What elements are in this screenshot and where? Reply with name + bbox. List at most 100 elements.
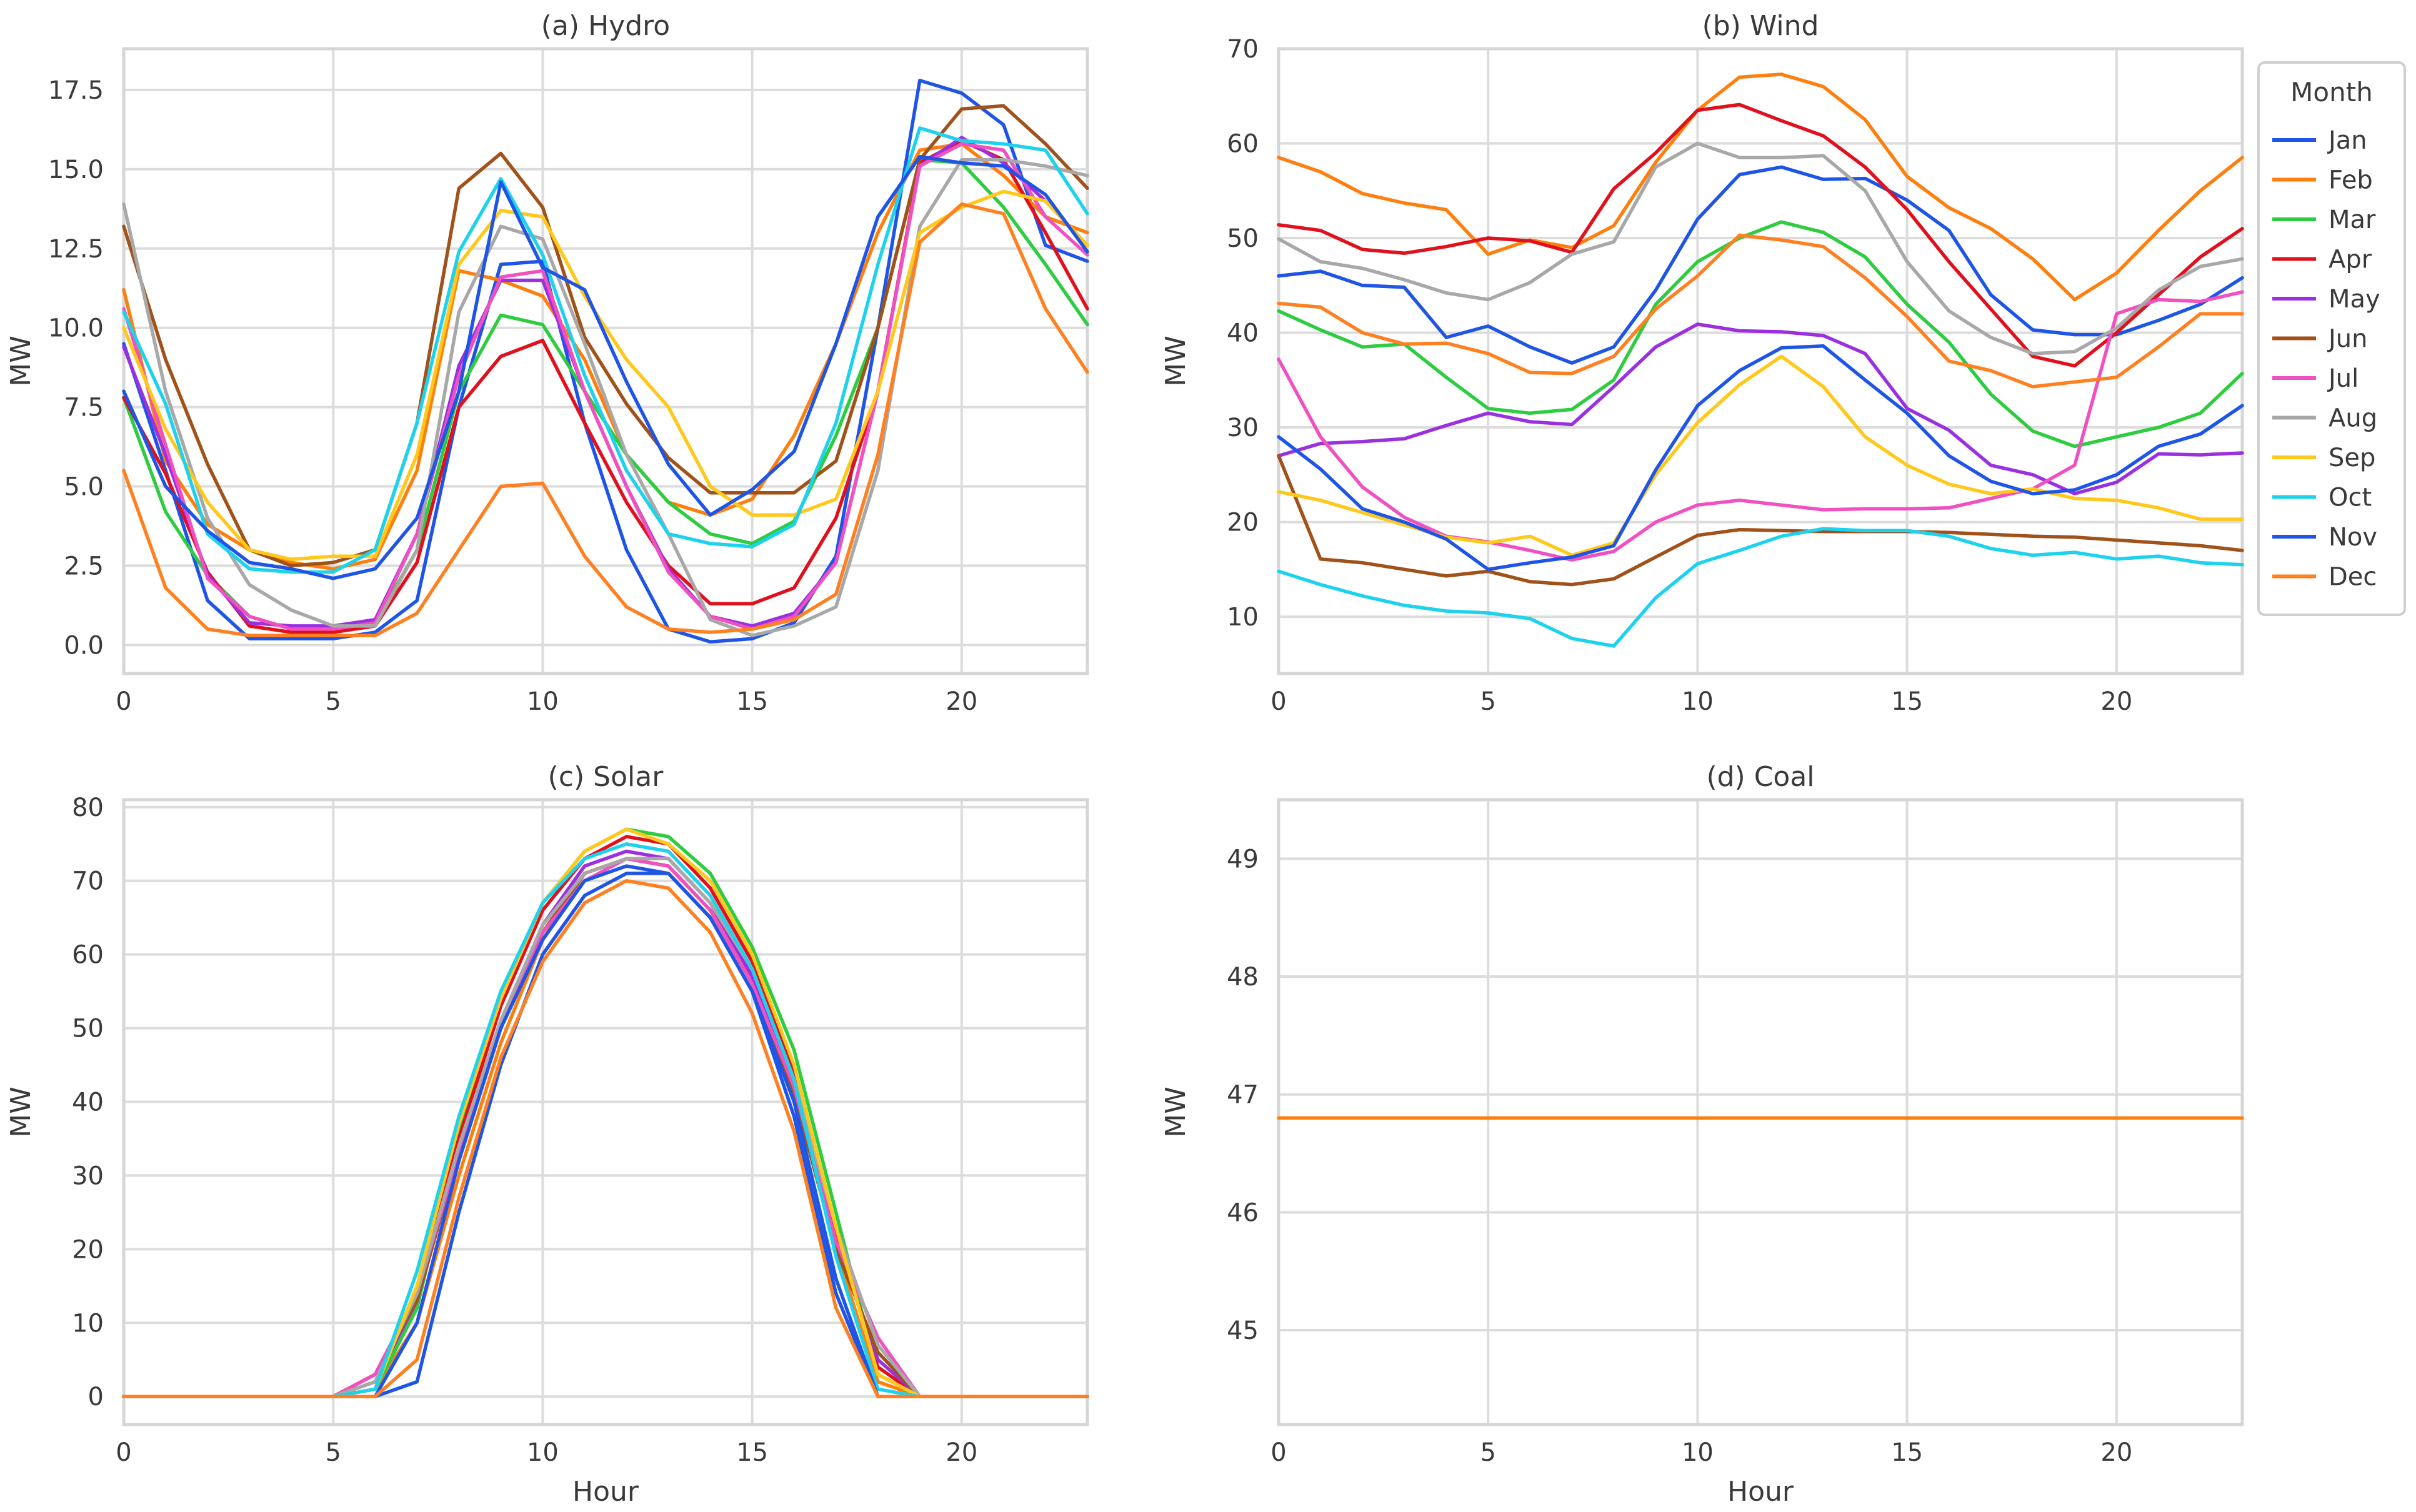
x-tick-label: 15	[1891, 687, 1923, 716]
y-tick-label: 5.0	[64, 473, 104, 502]
series-line-jul	[1277, 290, 2244, 562]
legend-entry-aug: Aug	[2329, 404, 2377, 433]
y-tick-label: 0	[88, 1383, 104, 1411]
series-line-dec	[122, 202, 1089, 637]
x-axis-label: Hour	[1727, 1476, 1794, 1508]
y-tick-label: 45	[1227, 1316, 1259, 1345]
series-line-jul	[122, 142, 1089, 631]
x-axis-label: Hour	[572, 1476, 639, 1508]
series-line-apr	[1277, 102, 2244, 368]
plot-area	[1277, 798, 2244, 1426]
y-axis-label: MW	[1160, 1087, 1192, 1137]
legend: Month Jan Feb Mar Apr May Jun Jul Aug Sep Oct Nov De…	[2257, 61, 2406, 616]
series-line-may	[1277, 322, 2244, 495]
y-tick-label: 50	[72, 1015, 104, 1043]
legend-title: Month	[2290, 77, 2373, 107]
plot-border	[122, 798, 1089, 1426]
series-line-oct	[122, 126, 1089, 574]
legend-entry-jul: Jul	[2327, 364, 2359, 393]
y-tick-label: 12.5	[48, 235, 104, 264]
x-tick-label: 0	[116, 687, 131, 716]
panel-1: 0 5 10 15 20 10 20 30 40 50 60 70 (b) Wind MW	[1160, 10, 2244, 716]
y-tick-label: 49	[1227, 845, 1259, 873]
panel-title: (a) Hydro	[541, 10, 670, 42]
y-tick-label: 20	[72, 1235, 104, 1264]
y-tick-label: 46	[1227, 1198, 1259, 1227]
x-tick-label: 5	[325, 687, 341, 716]
y-tick-label: 80	[72, 793, 104, 822]
series-line-dec	[122, 878, 1089, 1398]
panel-title: (c) Solar	[548, 761, 664, 793]
legend-entry-apr: Apr	[2329, 246, 2372, 274]
series-line-dec	[1277, 233, 2244, 389]
series-line-jan	[1277, 165, 2244, 365]
y-tick-label: 30	[72, 1161, 104, 1190]
x-tick-label: 20	[2100, 687, 2132, 716]
y-tick-label: 0.0	[64, 631, 104, 660]
y-tick-label: 47	[1227, 1081, 1259, 1110]
x-tick-label: 5	[1480, 687, 1495, 716]
legend-entry-jun: Jun	[2327, 325, 2368, 354]
y-tick-label: 50	[1227, 224, 1259, 253]
series-line-aug	[1277, 141, 2244, 356]
y-tick-label: 48	[1227, 963, 1259, 992]
x-tick-label: 0	[1270, 687, 1286, 716]
y-tick-label: 17.5	[48, 76, 104, 105]
legend-entry-oct: Oct	[2329, 484, 2372, 512]
x-tick-label: 10	[1682, 687, 1714, 716]
x-tick-label: 20	[946, 1438, 977, 1467]
x-tick-label: 0	[1270, 1438, 1286, 1467]
panel-2: 0 5 10 15 20 0 10 20 30 40 50 60 70 80 (c) Solar MW Hour	[5, 761, 1089, 1508]
y-tick-label: 60	[1227, 130, 1259, 159]
legend-entry-may: May	[2329, 285, 2380, 314]
series-line-feb	[1277, 72, 2244, 302]
y-tick-label: 70	[72, 867, 104, 896]
y-tick-label: 40	[1227, 319, 1259, 348]
y-tick-label: 7.5	[64, 394, 104, 422]
y-tick-label: 15.0	[48, 156, 104, 184]
y-tick-label: 70	[1227, 35, 1259, 64]
plot-border	[1277, 798, 2244, 1426]
x-tick-label: 15	[736, 1438, 768, 1467]
legend-entry-dec: Dec	[2329, 563, 2377, 592]
legend-entry-feb: Feb	[2329, 166, 2373, 195]
series-line-oct	[1277, 527, 2244, 648]
y-tick-label: 40	[72, 1088, 104, 1117]
x-tick-label: 0	[116, 1438, 131, 1467]
series-line-jan	[122, 79, 1089, 644]
legend-box	[2257, 61, 2406, 616]
y-tick-label: 30	[1227, 414, 1259, 442]
x-tick-label: 10	[527, 1438, 559, 1467]
x-tick-label: 5	[325, 1438, 341, 1467]
x-tick-label: 10	[527, 687, 559, 716]
legend-entry-mar: Mar	[2329, 206, 2376, 234]
y-axis-label: MW	[5, 1087, 37, 1137]
panel-3: 0 5 10 15 20 45 46 47 48 49 (d) Coal MW Hour	[1160, 761, 2244, 1508]
x-tick-label: 10	[1682, 1438, 1714, 1467]
y-axis-label: MW	[5, 336, 37, 386]
x-tick-label: 20	[2100, 1438, 2132, 1467]
y-tick-label: 10	[72, 1309, 104, 1338]
legend-entry-sep: Sep	[2329, 444, 2375, 472]
x-tick-label: 20	[946, 687, 977, 716]
y-axis-label: MW	[1160, 336, 1192, 386]
panel-title: (d) Coal	[1706, 761, 1814, 793]
x-tick-label: 5	[1480, 1438, 1495, 1467]
panel-title: (b) Wind	[1702, 10, 1819, 42]
y-tick-label: 60	[72, 941, 104, 970]
y-tick-label: 10	[1227, 603, 1259, 632]
x-tick-label: 15	[736, 687, 768, 716]
legend-entry-nov: Nov	[2329, 523, 2377, 552]
y-tick-label: 10.0	[48, 314, 104, 343]
series-line-jun	[122, 104, 1089, 568]
series-line-jun	[1277, 454, 2244, 587]
plot-border	[122, 47, 1089, 675]
y-tick-label: 20	[1227, 509, 1259, 537]
series-line-nov	[1277, 344, 2244, 572]
y-tick-label: 2.5	[64, 552, 104, 580]
series-line-sep	[122, 189, 1089, 562]
panel-0: 0 5 10 15 20 0.0 2.5 5.0 7.5 10.0 12.5 15.0 17.5 (a) …	[5, 10, 1089, 716]
legend-entry-jan: Jan	[2327, 126, 2367, 155]
x-tick-label: 15	[1891, 1438, 1923, 1467]
